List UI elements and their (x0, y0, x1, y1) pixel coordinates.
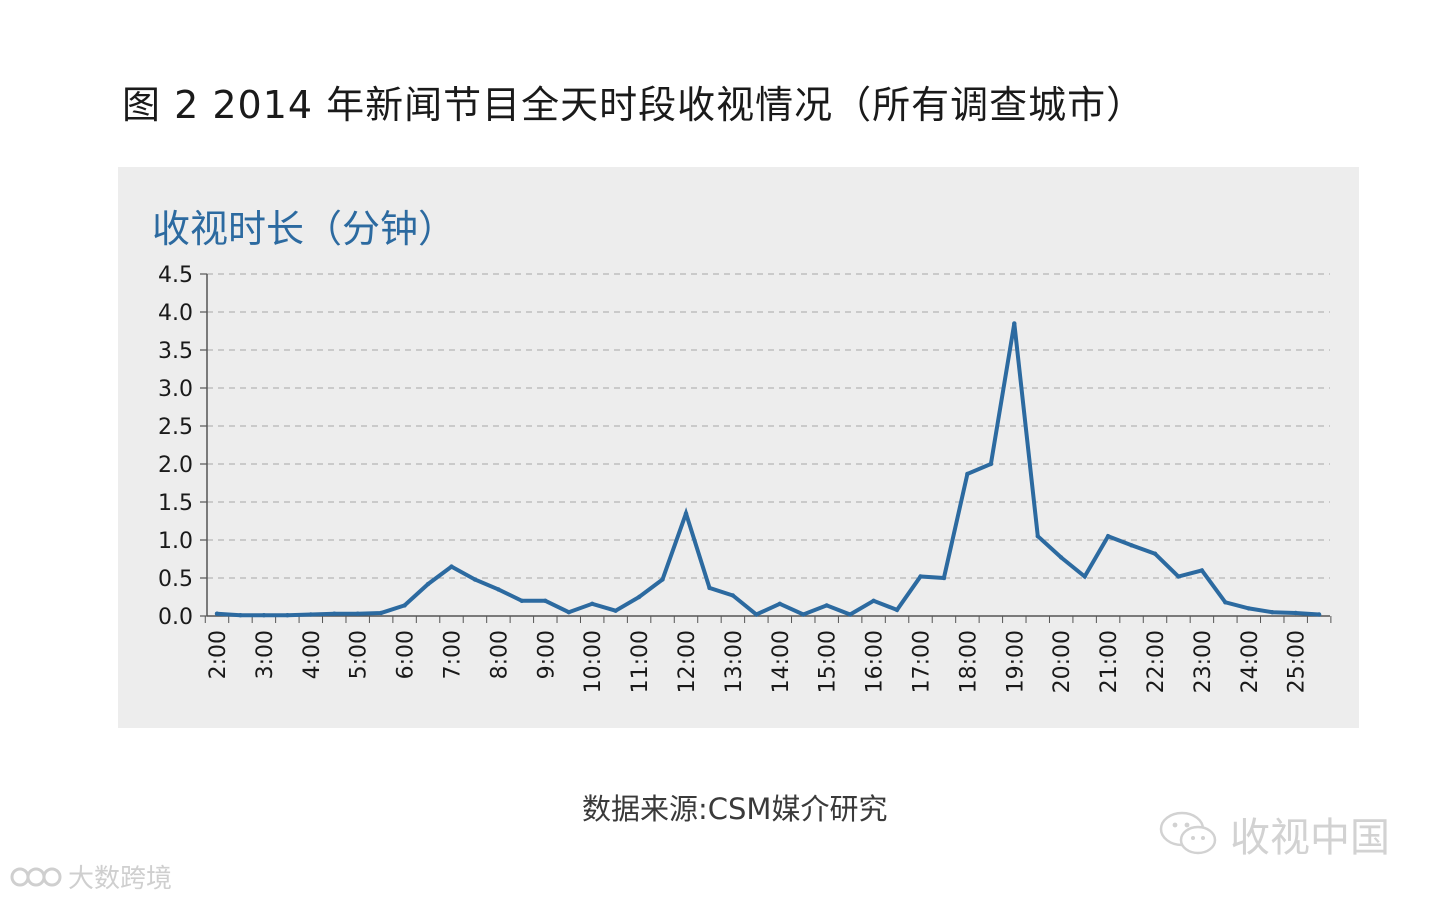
data-point (1316, 612, 1322, 617)
x-tick-label: 18:00 (956, 630, 981, 693)
x-tick-label: 5:00 (347, 630, 372, 679)
x-tick-label: 22:00 (1144, 630, 1169, 693)
chart-panel (118, 167, 1359, 728)
data-point (941, 575, 947, 581)
x-tick-label: 21:00 (1097, 630, 1122, 693)
y-tick-label: 1.5 (158, 491, 193, 516)
y-tick-label: 3.5 (158, 339, 193, 364)
x-tick-label: 10:00 (581, 630, 606, 693)
data-point (425, 581, 431, 587)
watermark-left-text: 大数跨境 (68, 864, 173, 894)
data-point (1270, 610, 1275, 615)
data-point (543, 598, 548, 603)
data-point (285, 613, 290, 618)
data-point (261, 613, 267, 618)
data-point (238, 613, 243, 618)
data-point (965, 471, 970, 477)
data-point (707, 585, 712, 591)
x-tick-label: 4:00 (300, 630, 325, 679)
wechat-icon (1159, 811, 1217, 855)
data-point (1129, 543, 1134, 548)
data-point (801, 612, 806, 617)
x-tick-label: 16:00 (863, 630, 888, 693)
x-tick-label: 25:00 (1285, 630, 1310, 693)
data-point (1246, 606, 1252, 611)
data-point (1199, 568, 1205, 573)
data-point (730, 593, 736, 598)
data-point (1223, 600, 1228, 605)
data-point (824, 603, 829, 608)
data-point (988, 461, 994, 467)
figure-title: 图 2 2014 年新闻节目全天时段收视情况（所有调查城市） (122, 83, 1146, 127)
source-note: 数据来源:CSM媒介研究 (582, 792, 888, 826)
data-point (496, 587, 501, 592)
data-point (1152, 551, 1158, 556)
data-point (754, 612, 759, 617)
data-point (472, 577, 478, 582)
x-tick-label: 20:00 (1050, 630, 1075, 693)
data-point (660, 577, 665, 582)
logo-icon (10, 867, 62, 886)
data-point (355, 611, 360, 616)
y-tick-label: 3.0 (158, 377, 193, 402)
data-point (1082, 574, 1087, 579)
y-tick-label: 1.0 (158, 529, 193, 554)
data-point (683, 511, 689, 516)
data-point (1012, 321, 1017, 326)
watermark-right-text: 收视中国 (1230, 815, 1390, 861)
x-tick-label: 9:00 (534, 630, 559, 679)
series-line (215, 323, 1322, 618)
y-tick-label: 0.5 (158, 567, 193, 592)
x-tick-label: 11:00 (628, 630, 653, 693)
data-point (636, 594, 642, 600)
x-tick-label: 23:00 (1191, 630, 1216, 693)
y-tick-label: 4.0 (158, 301, 193, 326)
data-point (332, 611, 337, 616)
data-point (1293, 610, 1298, 616)
data-point (402, 603, 407, 608)
data-point (871, 598, 876, 603)
data-point (918, 574, 923, 579)
watermark-right: 收视中国 (1158, 805, 1390, 863)
data-point (519, 598, 524, 603)
y-tick-label: 2.0 (158, 453, 193, 478)
data-point (1105, 534, 1111, 539)
x-tick-label: 7:00 (441, 630, 466, 679)
data-point (449, 564, 454, 569)
data-point (590, 601, 595, 606)
x-tick-label: 3:00 (253, 630, 278, 679)
x-tick-label: 17:00 (910, 630, 935, 693)
watermark-left: 大数跨境 (10, 858, 172, 895)
data-point (613, 608, 618, 613)
data-point (894, 607, 900, 613)
x-tick-label: 12:00 (675, 630, 700, 693)
x-tick-label: 8:00 (487, 630, 512, 679)
y-tick-label: 2.5 (158, 415, 193, 440)
x-tick-label: 6:00 (394, 630, 419, 679)
data-point (1059, 555, 1064, 560)
data-point (847, 612, 853, 617)
data-point (566, 610, 571, 615)
x-tick-label: 15:00 (816, 630, 841, 693)
y-axis-label: 收视时长（分钟） (152, 207, 457, 251)
x-tick-label: 13:00 (722, 630, 747, 693)
data-point (378, 610, 384, 616)
y-tick-label: 4.5 (158, 263, 193, 288)
data-point (777, 601, 782, 606)
x-tick-label: 19:00 (1003, 630, 1028, 693)
y-tick-label: 0.0 (158, 605, 193, 630)
data-point (308, 612, 313, 617)
data-point (1035, 534, 1041, 539)
data-point (214, 611, 220, 616)
x-tick-label: 2:00 (206, 630, 231, 679)
data-point (1176, 574, 1181, 579)
x-tick-label: 24:00 (1238, 630, 1263, 693)
x-tick-label: 14:00 (769, 630, 794, 693)
